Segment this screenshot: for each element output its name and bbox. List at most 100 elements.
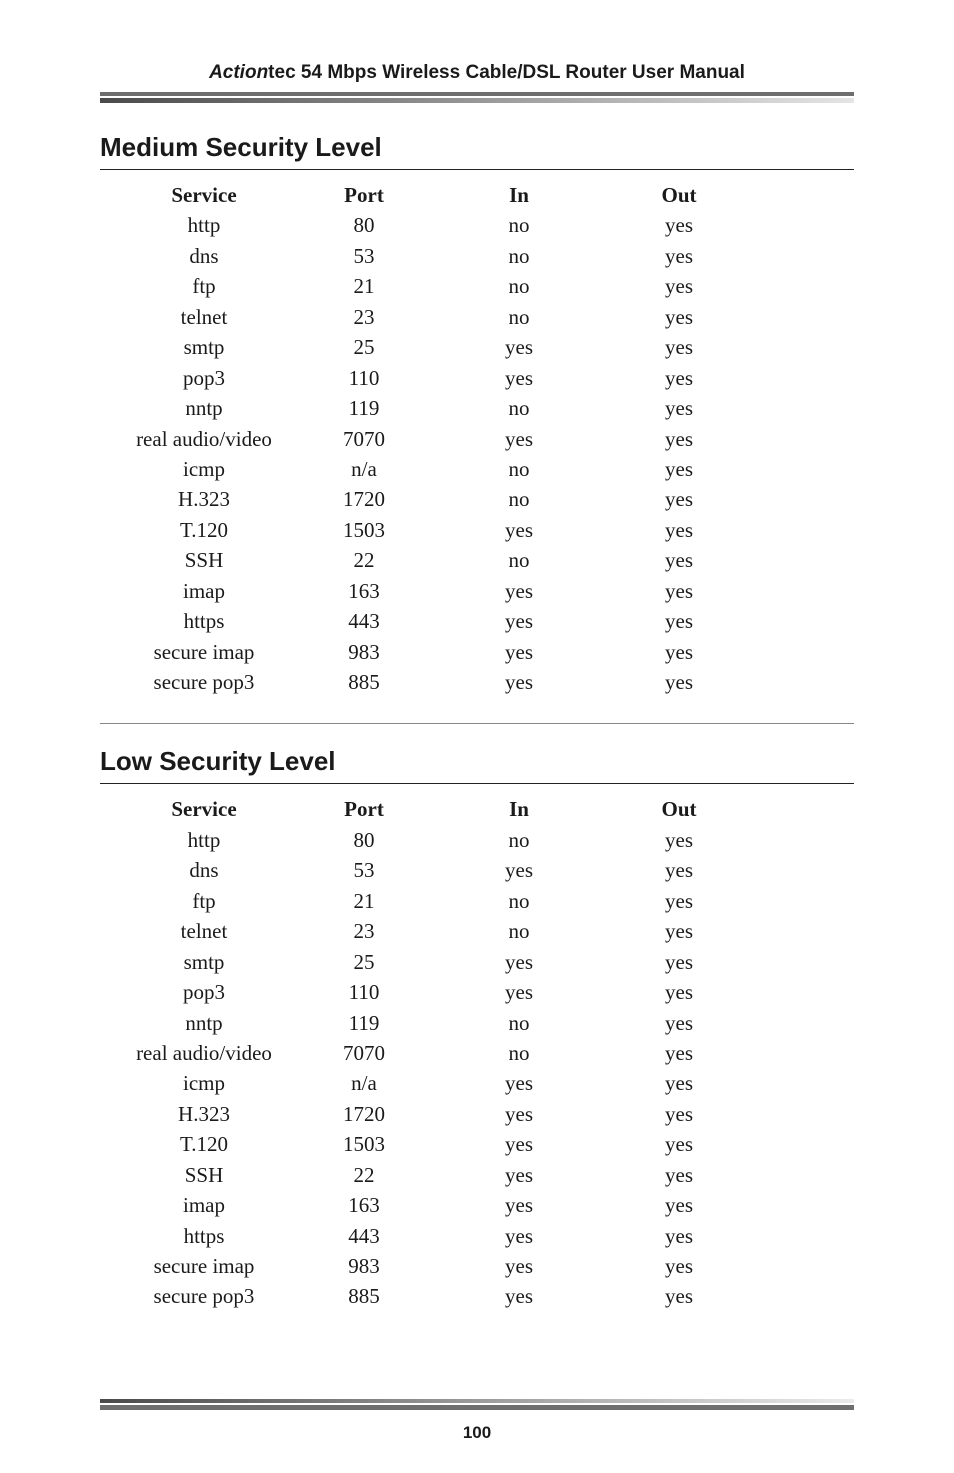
- cell-port: 53: [294, 855, 434, 885]
- cell-out: yes: [604, 825, 754, 855]
- table-row: dns53yesyes: [114, 855, 754, 885]
- cell-port: 1503: [294, 1129, 434, 1159]
- table-row: nntp119noyes: [114, 393, 754, 423]
- cell-port: 885: [294, 1281, 434, 1311]
- table-row: http80noyes: [114, 825, 754, 855]
- cell-port: 21: [294, 271, 434, 301]
- cell-out: yes: [604, 1068, 754, 1098]
- cell-out: yes: [604, 363, 754, 393]
- page-number: 100: [0, 1423, 954, 1443]
- table-row: H.3231720yesyes: [114, 1099, 754, 1129]
- table-row: SSH22noyes: [114, 545, 754, 575]
- cell-port: 21: [294, 886, 434, 916]
- cell-service: smtp: [114, 947, 294, 977]
- cell-service: dns: [114, 855, 294, 885]
- section-heading: Medium Security Level: [100, 132, 854, 170]
- cell-service: secure imap: [114, 637, 294, 667]
- column-header-out: Out: [604, 180, 754, 210]
- cell-service: telnet: [114, 302, 294, 332]
- cell-in: yes: [434, 1190, 604, 1220]
- cell-out: yes: [604, 1160, 754, 1190]
- cell-in: no: [434, 1008, 604, 1038]
- table-row: T.1201503yesyes: [114, 515, 754, 545]
- table-row: icmpn/anoyes: [114, 454, 754, 484]
- cell-port: 53: [294, 241, 434, 271]
- cell-out: yes: [604, 947, 754, 977]
- cell-port: 163: [294, 576, 434, 606]
- table-row: https443yesyes: [114, 606, 754, 636]
- cell-service: https: [114, 1221, 294, 1251]
- cell-port: 983: [294, 1251, 434, 1281]
- cell-in: no: [434, 916, 604, 946]
- cell-service: nntp: [114, 393, 294, 423]
- cell-out: yes: [604, 1190, 754, 1220]
- cell-port: 25: [294, 332, 434, 362]
- cell-service: imap: [114, 1190, 294, 1220]
- table-row: secure pop3885yesyes: [114, 1281, 754, 1311]
- cell-out: yes: [604, 667, 754, 697]
- cell-port: 119: [294, 393, 434, 423]
- cell-port: n/a: [294, 1068, 434, 1098]
- cell-service: T.120: [114, 515, 294, 545]
- table-row: secure imap983yesyes: [114, 637, 754, 667]
- cell-port: 1720: [294, 484, 434, 514]
- header-bar-bottom: [100, 98, 854, 103]
- sections-container: Medium Security LevelServicePortInOuthtt…: [100, 132, 854, 1312]
- page: Actiontec 54 Mbps Wireless Cable/DSL Rou…: [0, 0, 954, 1473]
- column-header-service: Service: [114, 794, 294, 824]
- table-row: smtp25yesyes: [114, 332, 754, 362]
- table-header-row: ServicePortInOut: [114, 180, 754, 210]
- cell-port: 119: [294, 1008, 434, 1038]
- cell-in: yes: [434, 855, 604, 885]
- security-table: ServicePortInOuthttp80noyesdns53noyesftp…: [114, 180, 754, 697]
- table-row: pop3110yesyes: [114, 977, 754, 1007]
- cell-in: no: [434, 210, 604, 240]
- cell-service: secure pop3: [114, 667, 294, 697]
- cell-in: yes: [434, 637, 604, 667]
- cell-out: yes: [604, 393, 754, 423]
- security-table: ServicePortInOuthttp80noyesdns53yesyesft…: [114, 794, 754, 1311]
- cell-in: yes: [434, 424, 604, 454]
- cell-service: SSH: [114, 1160, 294, 1190]
- cell-in: yes: [434, 977, 604, 1007]
- cell-in: yes: [434, 947, 604, 977]
- cell-in: yes: [434, 515, 604, 545]
- table-row: telnet23noyes: [114, 302, 754, 332]
- column-header-in: In: [434, 794, 604, 824]
- header-bar-top: [100, 92, 854, 96]
- cell-in: no: [434, 393, 604, 423]
- table-row: imap163yesyes: [114, 576, 754, 606]
- column-header-port: Port: [294, 794, 434, 824]
- footer-bar-bottom: [100, 1405, 854, 1410]
- cell-in: yes: [434, 363, 604, 393]
- cell-out: yes: [604, 1129, 754, 1159]
- cell-port: 23: [294, 916, 434, 946]
- cell-service: icmp: [114, 454, 294, 484]
- cell-service: real audio/video: [114, 1038, 294, 1068]
- cell-in: yes: [434, 606, 604, 636]
- cell-service: nntp: [114, 1008, 294, 1038]
- cell-port: 443: [294, 606, 434, 636]
- cell-service: ftp: [114, 271, 294, 301]
- table-row: ftp21noyes: [114, 271, 754, 301]
- column-header-in: In: [434, 180, 604, 210]
- column-header-out: Out: [604, 794, 754, 824]
- cell-in: no: [434, 302, 604, 332]
- cell-out: yes: [604, 332, 754, 362]
- column-header-service: Service: [114, 180, 294, 210]
- cell-in: yes: [434, 576, 604, 606]
- cell-port: 110: [294, 977, 434, 1007]
- cell-port: 22: [294, 545, 434, 575]
- cell-port: 7070: [294, 424, 434, 454]
- cell-port: 25: [294, 947, 434, 977]
- cell-port: 1503: [294, 515, 434, 545]
- cell-service: real audio/video: [114, 424, 294, 454]
- cell-out: yes: [604, 210, 754, 240]
- cell-out: yes: [604, 637, 754, 667]
- cell-service: pop3: [114, 363, 294, 393]
- cell-in: no: [434, 825, 604, 855]
- footer-divider: [100, 1399, 854, 1411]
- cell-in: no: [434, 545, 604, 575]
- table-row: imap163yesyes: [114, 1190, 754, 1220]
- cell-port: 983: [294, 637, 434, 667]
